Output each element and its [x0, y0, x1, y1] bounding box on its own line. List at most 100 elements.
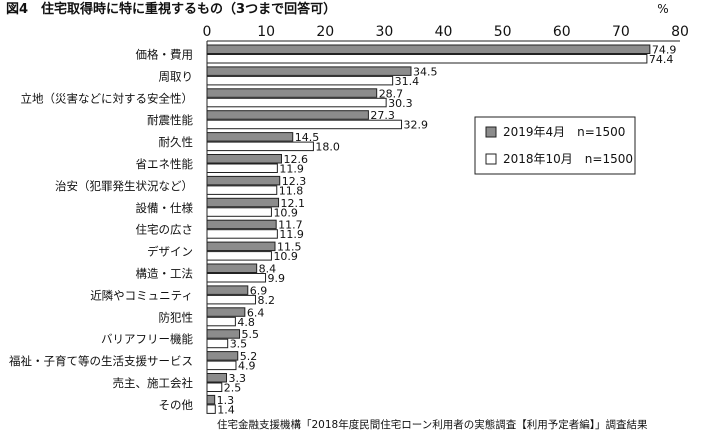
- x-tick-label: 80: [671, 24, 689, 40]
- bar-2018: [206, 119, 403, 130]
- bar-2018: [206, 251, 272, 261]
- bar-2019: [206, 285, 249, 295]
- legend-box: [474, 116, 636, 175]
- x-tick-label: 20: [316, 24, 334, 40]
- data-label: 11.7: [278, 219, 303, 232]
- bar-2019: [206, 263, 258, 273]
- category-label: その他: [159, 398, 194, 412]
- bar-2018: [206, 338, 229, 349]
- x-tick-label: 70: [612, 24, 630, 40]
- bar-2018: [206, 97, 387, 108]
- data-label: 31.4: [395, 75, 420, 88]
- legend-swatch-2018: [485, 153, 497, 165]
- x-tick-label: 0: [203, 24, 212, 40]
- category-label: 立地（災害などに対する安全性）: [21, 91, 194, 105]
- bar-2018: [206, 207, 272, 217]
- category-label: 防犯性: [159, 310, 194, 324]
- data-label: 4.8: [237, 316, 255, 329]
- bar-2018: [206, 75, 394, 86]
- data-label: 27.3: [370, 109, 395, 122]
- data-label: 8.2: [257, 294, 275, 307]
- bar-2019: [206, 175, 281, 186]
- data-label: 30.3: [388, 97, 413, 110]
- category-label: 治安（犯罪発生状況など）: [55, 179, 193, 193]
- x-tick-label: 30: [375, 24, 393, 40]
- data-label: 8.4: [259, 263, 277, 276]
- data-label: 5.5: [242, 328, 259, 341]
- category-label: デザイン: [147, 245, 193, 259]
- bars: [206, 44, 651, 414]
- bar-2019: [206, 351, 239, 361]
- x-tick-label: 40: [435, 24, 453, 40]
- data-label: 11.8: [279, 184, 304, 197]
- source-note: 住宅金融支援機構「2018年度民間住宅ローン利用者の実態調査【利用予定者編】」調…: [217, 418, 648, 431]
- bar-2019: [206, 132, 294, 142]
- category-label: 周取り: [159, 69, 194, 83]
- bar-2019: [206, 394, 216, 405]
- category-label: 福祉・子育て等の生活支援サービス: [9, 354, 193, 368]
- bar-2019: [206, 88, 378, 98]
- data-label: 11.9: [279, 163, 304, 176]
- bar-2018: [206, 316, 236, 327]
- category-label: 価格・費用: [136, 48, 194, 62]
- data-label: 74.9: [652, 44, 677, 57]
- data-label: 12.6: [283, 153, 308, 166]
- bar-2019: [206, 329, 241, 339]
- category-label: 売主、施工会社: [113, 376, 194, 390]
- data-label: 10.9: [273, 250, 298, 263]
- data-labels: 74.974.4 34.531.428.730.327.3 32.9 14.518.0…: [217, 44, 677, 417]
- data-label: 34.5: [413, 65, 438, 78]
- data-label: 28.7: [379, 87, 404, 100]
- category-label: バリアフリー機能: [101, 332, 193, 346]
- category-label: 設備・仕様: [136, 201, 194, 215]
- data-label: 6.4: [247, 306, 265, 319]
- bar-2019: [206, 307, 246, 317]
- data-label: 1.3: [217, 394, 235, 407]
- data-label: 12.3: [282, 175, 307, 188]
- data-label: 14.5: [295, 131, 320, 144]
- chart-title: 図4 住宅取得時に特に重視するもの（3つまで回答可）: [6, 1, 336, 17]
- data-label: 3.3: [229, 372, 247, 385]
- data-label: 5.2: [240, 350, 258, 363]
- data-label: 3.5: [230, 338, 248, 351]
- bar-2018: [206, 382, 223, 392]
- bar-2019: [206, 241, 276, 252]
- category-label: 住宅の広さ: [136, 223, 194, 237]
- data-label: 9.9: [268, 272, 286, 285]
- data-label: 74.4: [649, 53, 674, 66]
- legend: 2019年4月 n=1500 2018年10月 n=1500: [474, 116, 636, 175]
- bar-2018: [206, 360, 237, 371]
- legend-label-2019: 2019年4月 n=1500: [503, 125, 625, 139]
- bar-2018: [206, 229, 278, 239]
- bar-2019: [206, 197, 280, 208]
- bar-2018: [206, 141, 314, 152]
- x-axis-ticks: 0 10 20 30 40 50 60 70 80: [203, 24, 689, 40]
- category-label: 構造・工法: [136, 267, 194, 281]
- unit-label: %: [657, 2, 668, 16]
- bar-2018: [206, 273, 267, 283]
- bar-2019: [206, 373, 228, 383]
- data-label: 1.4: [217, 403, 235, 416]
- bar-2019: [206, 154, 282, 164]
- data-label: 4.9: [238, 360, 256, 373]
- category-label: 耐震性能: [147, 113, 193, 127]
- bar-2018: [206, 163, 278, 173]
- bar-2018: [206, 294, 256, 305]
- data-label: 12.1: [281, 197, 306, 210]
- category-label: 耐久性: [159, 135, 194, 149]
- bar-2018: [206, 54, 648, 64]
- category-label: 近隣やコミュニティ: [90, 288, 193, 302]
- data-label: 6.9: [250, 284, 268, 297]
- x-tick-label: 10: [257, 24, 275, 40]
- bar-2018: [206, 185, 278, 195]
- data-label: 10.9: [273, 206, 298, 219]
- data-label: 32.9: [404, 119, 429, 132]
- bar-2019: [206, 66, 412, 76]
- data-label: 11.5: [277, 241, 302, 254]
- bar-2019: [206, 44, 651, 54]
- legend-swatch-2019: [485, 126, 497, 138]
- x-tick-label: 60: [553, 24, 571, 40]
- bar-2019: [206, 110, 369, 120]
